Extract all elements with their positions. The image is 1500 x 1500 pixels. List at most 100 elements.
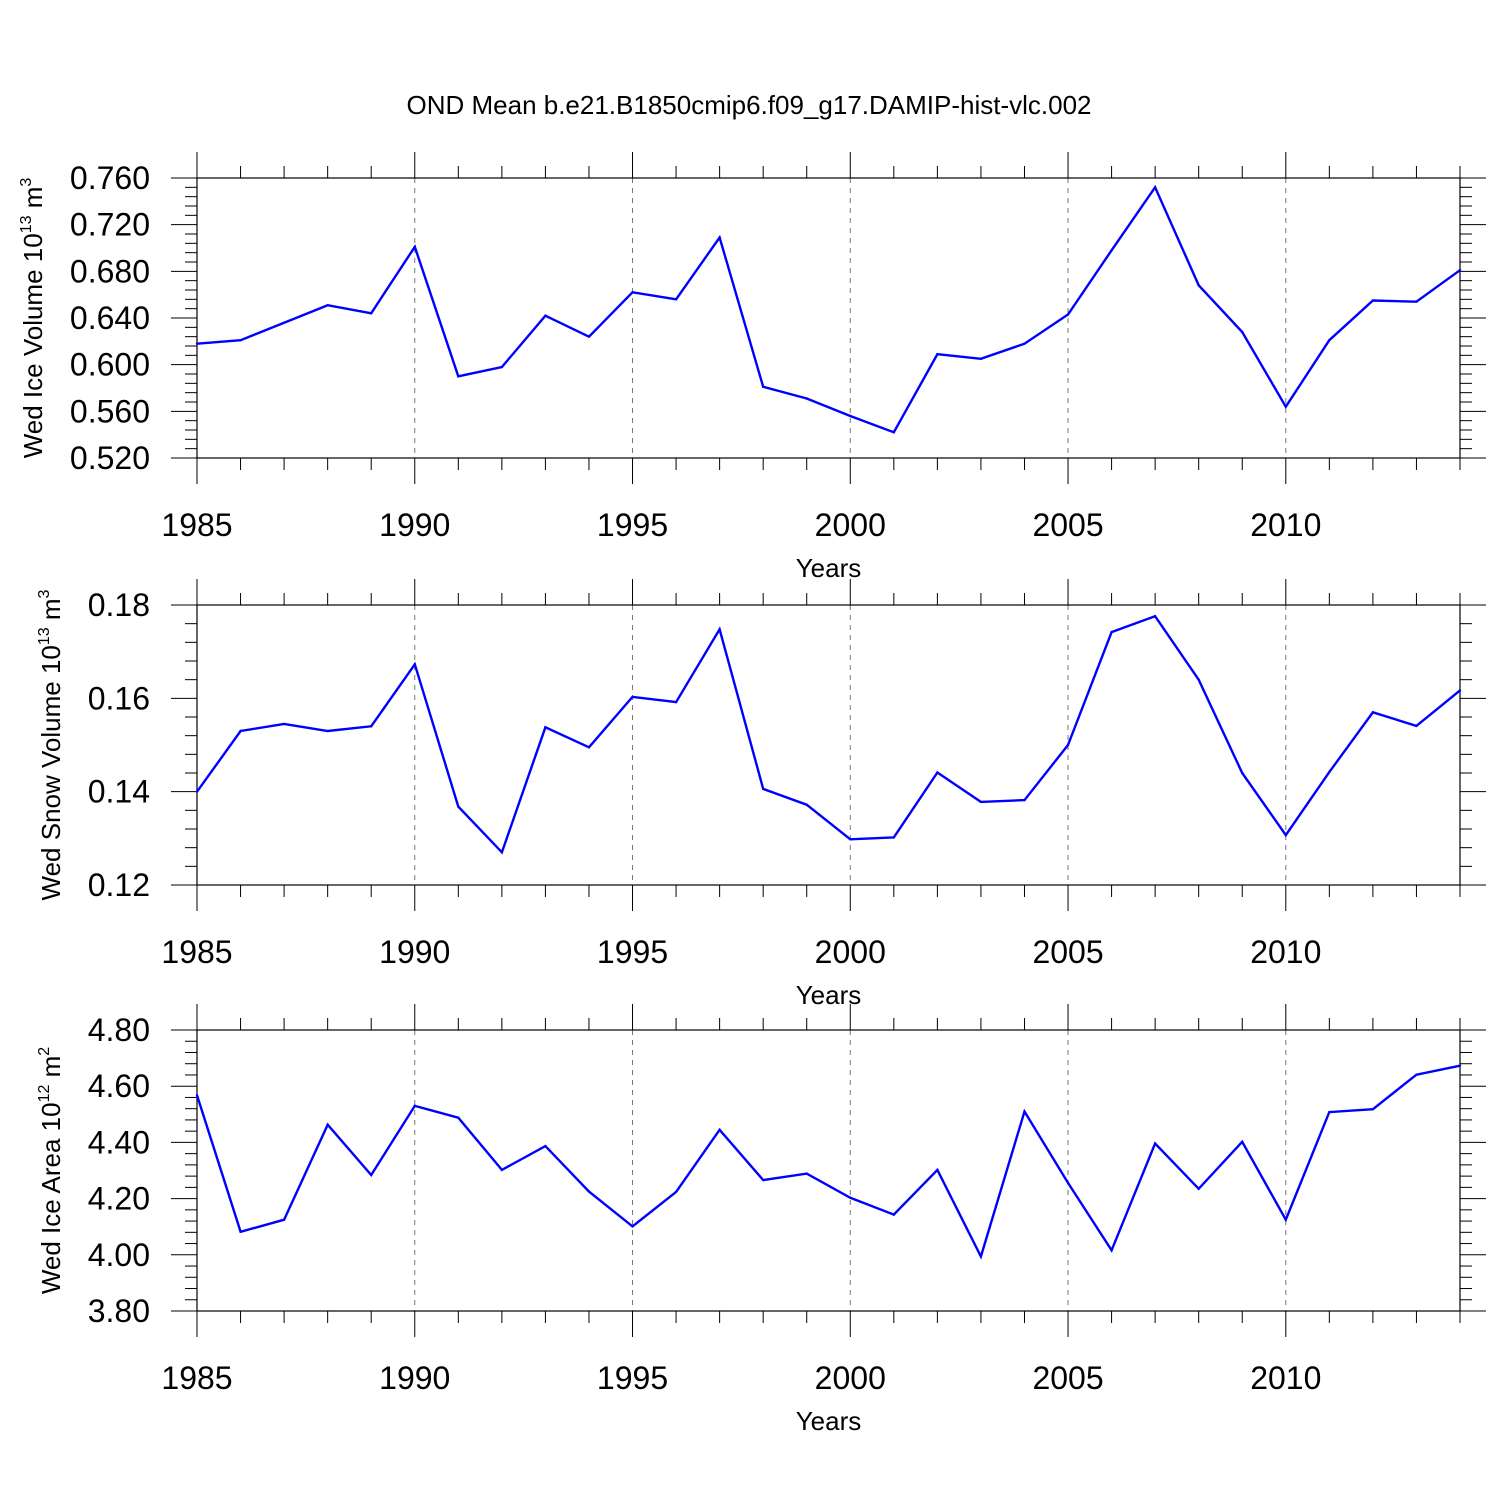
data-point-snow-volume-2013: [1415, 724, 1418, 728]
data-point-ice-area-1999: [805, 1172, 808, 1175]
x-tick-label: 2010: [1250, 934, 1321, 970]
y-tick-label: 4.60: [88, 1068, 150, 1104]
data-point-ice-area-2009: [1241, 1140, 1244, 1144]
plot-frame: [196, 177, 1461, 459]
series-line-ice-area: [195, 1064, 1461, 1260]
data-point-ice-volume-1999: [805, 397, 808, 400]
data-point-snow-volume-1994: [587, 746, 591, 749]
data-point-ice-area-1988: [326, 1123, 329, 1126]
y-tick-label: 0.18: [88, 587, 150, 623]
chart-panel-snow-volume: 1985 1990 1995 2000 2005 2010 0.12 0.14 0.16 0.18…: [36, 579, 1486, 1010]
data-point-ice-volume-1993: [544, 314, 547, 317]
data-point-ice-area-1996: [674, 1190, 678, 1194]
data-point-ice-volume-2010: [1284, 405, 1287, 408]
y-tick-label: 0.16: [88, 680, 150, 716]
data-point-ice-volume-2012: [1371, 299, 1375, 302]
data-point-snow-volume-1998: [761, 787, 765, 791]
data-point-ice-volume-1995: [631, 291, 634, 294]
data-point-ice-area-1989: [370, 1173, 373, 1177]
data-point-snow-volume-1987: [282, 722, 286, 726]
y-axis-label: Wed Ice Area 1012 m2: [36, 1047, 66, 1294]
data-point-ice-area-2007: [1153, 1142, 1157, 1145]
data-point-snow-volume-1996: [674, 700, 678, 704]
x-tick-label: 1985: [161, 1360, 232, 1396]
x-tick-label: 2005: [1032, 1360, 1103, 1396]
data-point-ice-volume-2001: [892, 431, 896, 434]
x-tick-label: 1985: [161, 507, 232, 543]
data-point-ice-volume-1997: [718, 236, 721, 239]
data-point-ice-volume-2004: [1023, 342, 1026, 345]
data-point-snow-volume-1999: [805, 803, 808, 806]
data-point-snow-volume-1988: [326, 729, 329, 733]
data-point-ice-volume-2005: [1066, 313, 1070, 316]
data-point-ice-volume-2003: [979, 357, 983, 361]
data-point-ice-area-1993: [544, 1144, 547, 1148]
x-axis-label: Years: [796, 553, 862, 583]
x-tick-label: 2000: [815, 1360, 886, 1396]
x-tick-label: 2010: [1250, 507, 1321, 543]
data-point-ice-volume-2013: [1415, 300, 1418, 303]
data-point-ice-area-1992: [500, 1168, 504, 1172]
data-point-ice-volume-2008: [1197, 284, 1200, 287]
x-tick-label: 2000: [815, 934, 886, 970]
data-point-ice-area-2011: [1328, 1110, 1331, 1114]
y-tick-label: 4.80: [88, 1012, 150, 1048]
x-tick-label: 1990: [379, 507, 450, 543]
data-point-ice-volume-2009: [1241, 330, 1244, 334]
data-point-ice-area-2008: [1197, 1187, 1200, 1190]
data-point-ice-volume-1990: [413, 245, 416, 249]
y-tick-label: 0.14: [88, 774, 150, 810]
y-tick-label: 0.600: [70, 347, 150, 383]
data-point-ice-area-2014: [1458, 1064, 1462, 1067]
data-point-snow-volume-1992: [500, 851, 504, 854]
x-axis-label: Years: [796, 980, 862, 1010]
y-tick-label: 3.80: [88, 1293, 150, 1329]
data-point-ice-area-1991: [457, 1116, 460, 1119]
data-point-snow-volume-2008: [1197, 678, 1200, 681]
y-tick-label: 0.720: [70, 207, 150, 243]
data-point-ice-area-1986: [239, 1230, 242, 1233]
data-point-ice-area-2001: [892, 1213, 896, 1216]
data-point-snow-volume-2010: [1284, 833, 1287, 837]
data-point-ice-area-1990: [413, 1104, 416, 1108]
data-point-ice-volume-1989: [370, 312, 373, 315]
plot-frame: [196, 1029, 1461, 1312]
data-point-ice-volume-1998: [761, 385, 765, 389]
series-line-ice-volume: [196, 184, 1461, 434]
data-point-ice-area-1995: [631, 1225, 634, 1228]
chart-panel-ice-volume: 1985 1990 1995 2000 2005 2010 0.520 0.560 0.600 0…: [18, 152, 1486, 583]
data-point-ice-volume-2000: [849, 414, 852, 418]
data-point-ice-area-1987: [282, 1218, 286, 1221]
data-point-ice-volume-1994: [587, 335, 591, 338]
data-point-ice-area-2000: [849, 1196, 852, 1199]
data-point-snow-volume-2009: [1241, 771, 1244, 775]
data-point-ice-volume-1986: [239, 338, 242, 342]
x-tick-label: 1995: [597, 1360, 668, 1396]
x-tick-label: 2005: [1032, 934, 1103, 970]
x-axis-label: Years: [796, 1406, 862, 1436]
data-point-snow-volume-2011: [1328, 770, 1331, 774]
data-point-ice-area-2002: [936, 1168, 939, 1172]
chart-title: OND Mean b.e21.B1850cmip6.f09_g17.DAMIP-…: [406, 90, 1091, 120]
data-point-snow-volume-1986: [239, 729, 242, 733]
data-point-snow-volume-2007: [1153, 615, 1157, 618]
y-axis-label: Wed Ice Volume 1013 m3: [18, 178, 48, 459]
data-point-ice-area-2003: [979, 1255, 983, 1258]
data-point-snow-volume-2000: [849, 838, 852, 841]
data-point-ice-area-2004: [1023, 1110, 1026, 1113]
data-point-snow-volume-2005: [1066, 743, 1070, 747]
y-tick-label: 0.640: [70, 300, 150, 336]
data-point-ice-area-2005: [1066, 1181, 1070, 1185]
data-point-snow-volume-2004: [1023, 798, 1026, 802]
data-point-snow-volume-2001: [892, 836, 896, 839]
data-point-ice-area-1985: [195, 1093, 199, 1097]
y-tick-label: 0.680: [70, 253, 150, 289]
data-point-snow-volume-1990: [413, 663, 416, 666]
data-point-ice-area-1994: [587, 1190, 591, 1193]
x-tick-label: 2000: [815, 507, 886, 543]
data-point-snow-volume-2002: [936, 771, 939, 774]
y-tick-label: 0.560: [70, 393, 150, 429]
x-tick-label: 1990: [379, 1360, 450, 1396]
data-point-snow-volume-1989: [370, 725, 373, 728]
